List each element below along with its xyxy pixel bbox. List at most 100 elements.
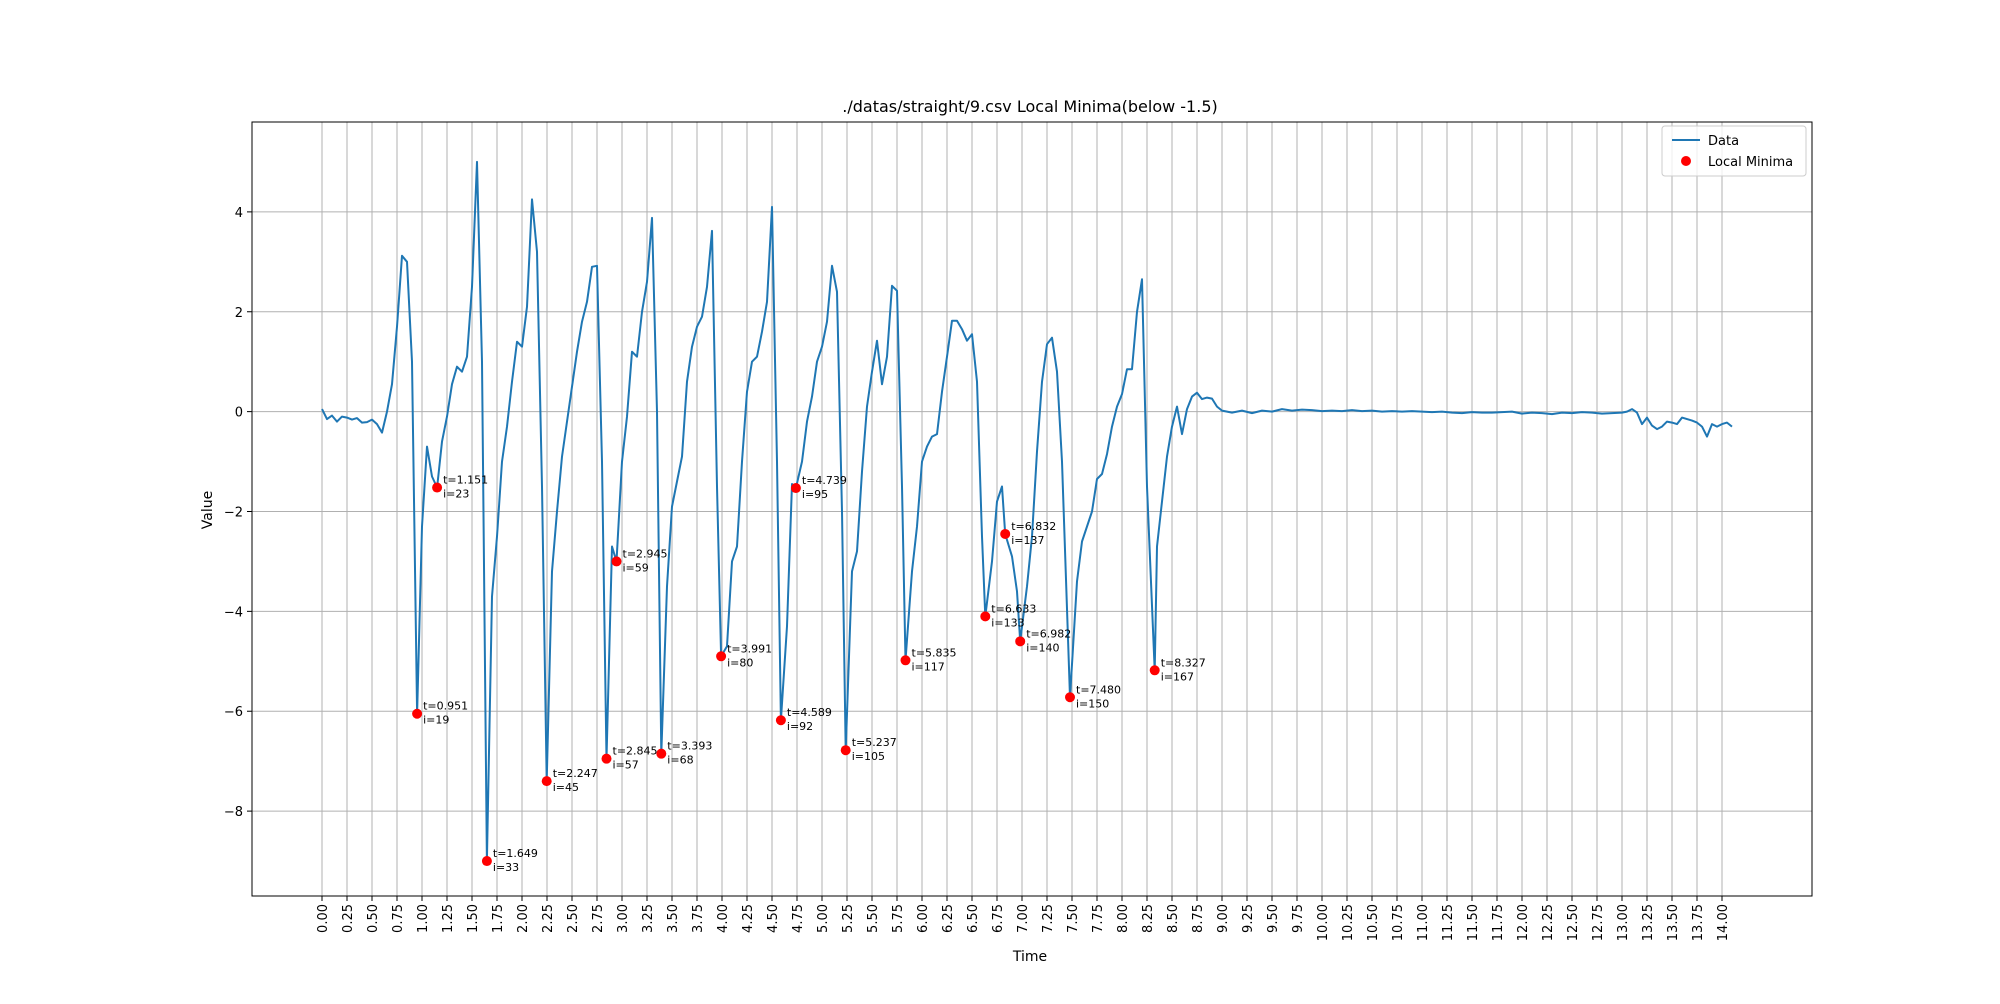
minima-point xyxy=(980,611,991,622)
minima-index-label: i=133 xyxy=(991,616,1024,629)
x-tick-label: 13.00 xyxy=(1616,904,1631,941)
x-tick-label: 13.50 xyxy=(1666,904,1681,941)
x-tick-label: 4.50 xyxy=(766,904,781,933)
minima-time-label: t=2.845 xyxy=(613,745,658,758)
minima-time-label: t=6.633 xyxy=(991,602,1036,615)
x-tick-label: 4.25 xyxy=(741,904,756,933)
plot-frame xyxy=(251,121,1813,897)
x-tick-label: 5.00 xyxy=(816,904,831,933)
x-tick-label: 1.50 xyxy=(466,904,481,933)
minima-time-label: t=3.393 xyxy=(667,740,712,753)
minima-index-label: i=150 xyxy=(1076,697,1109,710)
minima-index-label: i=105 xyxy=(852,750,885,763)
x-tick-label: 5.75 xyxy=(891,904,906,933)
x-tick-label: 8.75 xyxy=(1191,904,1206,933)
x-tick-label: 2.25 xyxy=(541,904,556,933)
x-tick-label: 9.75 xyxy=(1291,904,1306,933)
minima-index-label: i=167 xyxy=(1161,670,1194,683)
minima-point xyxy=(1149,665,1160,676)
minima-point xyxy=(790,483,801,494)
x-tick-label: 9.00 xyxy=(1216,904,1231,933)
x-tick-label: 12.25 xyxy=(1541,904,1556,941)
minima-time-label: t=4.589 xyxy=(787,706,832,719)
minima-point xyxy=(611,556,622,567)
minima-index-label: i=57 xyxy=(613,759,639,772)
minima-point xyxy=(656,748,667,759)
minima-point xyxy=(775,715,786,726)
minima-index-label: i=95 xyxy=(802,488,828,501)
x-tick-label: 13.75 xyxy=(1691,904,1706,941)
minima-index-label: i=92 xyxy=(787,720,813,733)
x-axis-title: Time xyxy=(1012,949,1047,965)
x-tick-label: 3.50 xyxy=(666,904,681,933)
x-tick-label: 5.50 xyxy=(866,904,881,933)
y-tick-label: −2 xyxy=(224,505,243,520)
minima-point xyxy=(541,776,552,787)
minima-time-label: t=4.739 xyxy=(802,474,847,487)
legend-label-data: Data xyxy=(1708,134,1739,149)
minima-time-label: t=5.835 xyxy=(912,646,957,659)
minima-index-label: i=68 xyxy=(667,754,693,767)
y-axis-ticks: 4 2 0 −2 −4 −6 −8 xyxy=(224,206,252,820)
y-axis-title: Value xyxy=(200,491,216,529)
x-tick-label: 10.00 xyxy=(1316,904,1331,941)
x-tick-label: 1.75 xyxy=(491,904,506,933)
x-tick-label: 8.00 xyxy=(1116,904,1131,933)
minima-index-label: i=117 xyxy=(912,660,945,673)
minima-time-label: t=8.327 xyxy=(1161,656,1206,669)
x-tick-label: 6.25 xyxy=(941,904,956,933)
x-tick-label: 10.75 xyxy=(1391,904,1406,941)
minima-index-label: i=140 xyxy=(1026,641,1059,654)
minima-time-label: t=6.982 xyxy=(1026,627,1071,640)
legend-label-minima: Local Minima xyxy=(1708,155,1793,170)
y-tick-label: −8 xyxy=(224,805,243,820)
x-tick-label: 2.00 xyxy=(516,904,531,933)
y-tick-label: −4 xyxy=(224,605,243,620)
minima-point xyxy=(1015,636,1026,647)
x-tick-label: 3.75 xyxy=(691,904,706,933)
data-series xyxy=(321,160,1733,862)
minima-time-label: t=0.951 xyxy=(423,700,468,713)
minima-index-label: i=80 xyxy=(727,656,753,669)
x-tick-label: 7.00 xyxy=(1016,904,1031,933)
minima-point xyxy=(840,745,851,756)
x-tick-label: 4.00 xyxy=(716,904,731,933)
y-tick-label: −6 xyxy=(224,705,243,720)
y-tick-label: 2 xyxy=(235,306,243,321)
x-tick-label: 6.75 xyxy=(991,904,1006,933)
minima-index-label: i=59 xyxy=(623,561,649,574)
minima-time-label: t=7.480 xyxy=(1076,683,1121,696)
x-tick-label: 2.75 xyxy=(591,904,606,933)
grid xyxy=(252,122,1812,896)
minima-time-label: t=6.832 xyxy=(1011,520,1056,533)
x-tick-label: 10.25 xyxy=(1341,904,1356,941)
minima-time-label: t=2.945 xyxy=(623,547,668,560)
minima-time-label: t=1.649 xyxy=(493,847,538,860)
minima-point xyxy=(1065,692,1075,703)
legend-marker-swatch xyxy=(1681,156,1691,166)
x-tick-label: 11.00 xyxy=(1416,904,1431,941)
x-tick-label: 12.00 xyxy=(1516,904,1531,941)
x-tick-label: 0.50 xyxy=(366,904,381,933)
minima-point xyxy=(716,651,727,662)
minima-point xyxy=(412,708,423,719)
x-tick-label: 0.75 xyxy=(391,904,406,933)
y-tick-label: 0 xyxy=(235,406,243,421)
minima-index-label: i=33 xyxy=(493,861,519,874)
x-tick-label: 4.75 xyxy=(791,904,806,933)
x-tick-label: 3.00 xyxy=(616,904,631,933)
x-tick-label: 8.25 xyxy=(1141,904,1156,933)
x-tick-label: 7.25 xyxy=(1041,904,1056,933)
x-tick-label: 0.00 xyxy=(316,904,331,933)
x-tick-label: 6.00 xyxy=(916,904,931,933)
x-tick-label: 6.50 xyxy=(966,904,981,933)
x-tick-label: 9.25 xyxy=(1241,904,1256,933)
x-tick-label: 3.25 xyxy=(641,904,656,933)
x-tick-label: 11.25 xyxy=(1441,904,1456,941)
chart-title: ./datas/straight/9.csv Local Minima(belo… xyxy=(842,97,1217,116)
minima-point xyxy=(900,655,911,666)
x-tick-label: 1.00 xyxy=(416,904,431,933)
x-tick-label: 11.50 xyxy=(1466,904,1481,941)
